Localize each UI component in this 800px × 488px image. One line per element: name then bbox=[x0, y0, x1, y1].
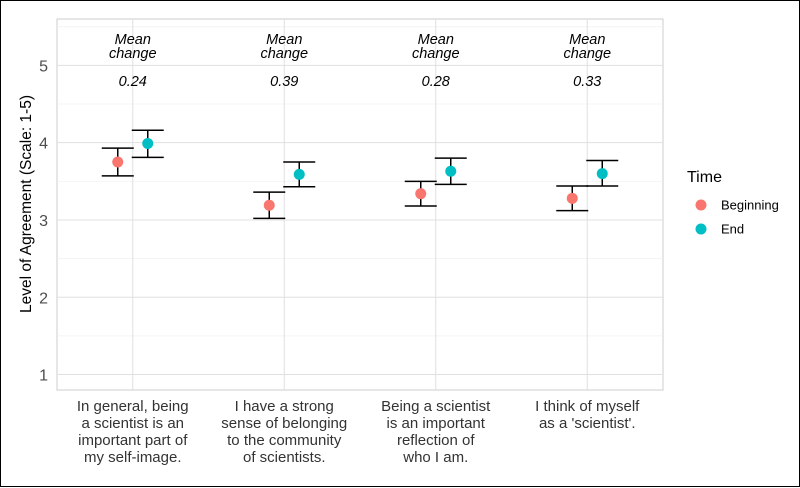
y-tick-label: 5 bbox=[39, 58, 48, 75]
annotation-value: 0.39 bbox=[270, 74, 298, 90]
x-category-label-line: a scientist is an bbox=[81, 415, 184, 432]
annotation-value: 0.28 bbox=[422, 74, 450, 90]
annotation-label-line: Mean bbox=[418, 32, 454, 48]
y-tick-label: 3 bbox=[39, 213, 48, 230]
x-category-label-line: I have a strong bbox=[235, 398, 334, 415]
point-beginning bbox=[263, 199, 275, 211]
x-category-label-line: to the community bbox=[227, 432, 342, 449]
grid-lines bbox=[57, 19, 663, 390]
annotation-label-line: Mean bbox=[115, 32, 151, 48]
plot-panel bbox=[56, 18, 664, 391]
x-category-label-line: is an important bbox=[387, 415, 486, 432]
annotation-label-line: change bbox=[563, 46, 611, 62]
x-category-label-line: who I am. bbox=[402, 449, 468, 466]
legend-swatch-end bbox=[695, 223, 707, 235]
annotation-label-line: change bbox=[109, 46, 157, 62]
legend-label: End bbox=[721, 222, 744, 237]
annotation-label-line: Mean bbox=[266, 32, 302, 48]
point-beginning bbox=[566, 192, 578, 204]
legend-swatch-beginning bbox=[695, 199, 707, 211]
point-end bbox=[142, 137, 154, 149]
x-category-label-line: In general, being bbox=[77, 398, 189, 415]
mean-change-annotations: Meanchange0.24Meanchange0.39Meanchange0.… bbox=[109, 32, 611, 90]
y-tick-label: 2 bbox=[39, 290, 48, 307]
x-category-label-line: my self-image. bbox=[84, 449, 182, 466]
point-end bbox=[596, 168, 608, 180]
x-category-label-line: important part of bbox=[78, 432, 188, 449]
x-category-label-line: Being a scientist bbox=[381, 398, 491, 415]
x-category-label-line: sense of belonging bbox=[221, 415, 347, 432]
annotation-label-line: change bbox=[260, 46, 308, 62]
y-axis-ticks: 1 2 3 4 5 bbox=[39, 58, 48, 384]
legend: Time Beginning End bbox=[687, 169, 779, 237]
data-points bbox=[112, 137, 608, 211]
legend-title: Time bbox=[687, 169, 722, 186]
annotation-value: 0.33 bbox=[573, 74, 601, 90]
point-beginning bbox=[415, 188, 427, 200]
annotation-label-line: change bbox=[412, 46, 460, 62]
point-end bbox=[293, 168, 305, 180]
legend-label: Beginning bbox=[721, 198, 779, 213]
x-category-label-line: reflection of bbox=[397, 432, 475, 449]
point-beginning bbox=[112, 156, 124, 168]
x-category-label-line: I think of myself bbox=[535, 398, 640, 415]
y-tick-label: 1 bbox=[39, 368, 48, 385]
y-tick-label: 4 bbox=[39, 136, 48, 153]
y-axis-label: Level of Agreement (Scale: 1-5) bbox=[18, 95, 35, 313]
x-category-label-line: as a 'scientist'. bbox=[539, 415, 636, 432]
annotation-label-line: Mean bbox=[569, 32, 605, 48]
annotation-value: 0.24 bbox=[119, 74, 147, 90]
x-category-label-line: of scientists. bbox=[243, 449, 326, 466]
point-end bbox=[445, 165, 457, 177]
